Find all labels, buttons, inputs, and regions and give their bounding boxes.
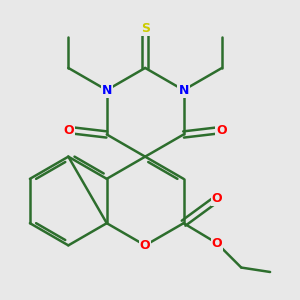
Text: S: S [141, 22, 150, 34]
Text: O: O [216, 124, 226, 136]
Text: O: O [212, 237, 222, 250]
Text: O: O [140, 239, 151, 252]
Text: N: N [102, 84, 112, 97]
Text: O: O [64, 124, 74, 136]
Text: N: N [178, 84, 189, 97]
Text: O: O [212, 192, 222, 205]
